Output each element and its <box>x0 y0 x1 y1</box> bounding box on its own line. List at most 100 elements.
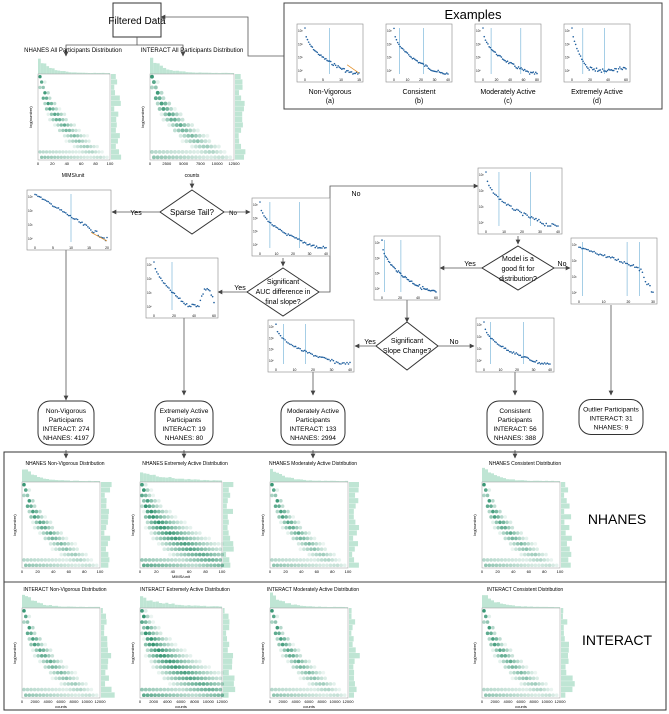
tick-label: 10 <box>69 246 73 250</box>
hex-cell <box>48 693 53 697</box>
hex-cell <box>45 563 49 568</box>
hex-cell <box>177 676 182 681</box>
marginal-bar <box>339 481 342 482</box>
marginal-bar <box>201 72 205 74</box>
data-point <box>522 356 524 358</box>
marginal-bar <box>209 480 213 482</box>
tick-label: 40 <box>65 161 70 166</box>
hex-cell <box>314 693 319 697</box>
data-point <box>188 305 191 307</box>
data-point <box>154 267 157 270</box>
hex-cell <box>173 117 177 122</box>
data-point <box>516 353 519 356</box>
hex-cell <box>173 687 178 692</box>
slope-yes-label: Yes <box>364 339 376 346</box>
hex-cell <box>190 693 195 698</box>
data-point <box>621 68 624 71</box>
marginal-bar <box>494 602 497 608</box>
hex-cell <box>512 693 516 697</box>
hex-cell <box>328 552 333 557</box>
hex-cell <box>43 515 48 519</box>
hex-cell <box>284 515 288 519</box>
data-point <box>278 228 280 230</box>
data-point <box>65 212 67 214</box>
marginal-bar <box>235 84 243 90</box>
hex-cell <box>182 155 187 160</box>
hex-cell <box>156 637 161 641</box>
hex-cell <box>85 155 90 159</box>
data-point <box>209 289 211 292</box>
hex-cell <box>53 155 57 159</box>
slope-change-decision: Significant Slope Change? <box>375 321 439 371</box>
hex-cell <box>160 509 165 514</box>
data-point <box>504 202 506 204</box>
marginal-bar <box>90 73 94 74</box>
hex-cell <box>150 85 154 90</box>
y-axis-label: log(number) <box>140 106 145 128</box>
hex-cell <box>173 547 178 552</box>
data-point <box>526 356 528 359</box>
hex-cell <box>78 687 83 692</box>
hex-cell <box>491 693 495 697</box>
hex-cell <box>311 682 315 686</box>
marginal-bar <box>193 605 197 608</box>
hex-cell <box>216 693 221 698</box>
marginal-bar <box>57 70 61 74</box>
marginal-bar <box>203 479 207 482</box>
hex-cell <box>173 525 178 530</box>
hex-cell <box>554 693 559 697</box>
hex-cell <box>82 687 87 692</box>
hex-cell <box>147 525 152 530</box>
marginal-bar <box>149 600 153 608</box>
marginal-bar <box>561 675 573 681</box>
hex-cell <box>25 558 30 562</box>
tick-label: 20 <box>495 569 500 574</box>
data-point <box>634 266 636 269</box>
hex-cell <box>512 542 516 546</box>
data-point <box>341 362 344 364</box>
data-point <box>259 201 261 203</box>
hex-cell <box>95 155 99 159</box>
hex-cell <box>489 687 493 692</box>
hex-cell <box>186 123 191 127</box>
hex-cell <box>188 687 193 692</box>
data-point <box>298 238 300 240</box>
marginal-bar <box>312 480 315 482</box>
data-point <box>533 73 536 75</box>
data-point <box>278 332 280 335</box>
marginal-bar <box>199 480 204 482</box>
hex-cell <box>45 531 49 535</box>
hex-cell <box>179 520 184 525</box>
marginal-bar <box>561 681 575 687</box>
hex-cell <box>44 107 49 111</box>
hex-cell <box>277 642 281 647</box>
marginal-bar <box>349 562 359 568</box>
marginal-bar <box>482 595 485 608</box>
data-point <box>577 50 579 52</box>
data-point <box>578 246 580 249</box>
hex-cell <box>282 693 287 697</box>
hex-cell <box>162 558 167 562</box>
data-point <box>588 69 590 71</box>
data-point <box>585 66 588 68</box>
hex-cell <box>168 693 172 698</box>
marginal-bar <box>165 477 169 482</box>
marginal-bar <box>58 606 61 608</box>
hex-cell <box>169 117 173 122</box>
hex-cell <box>314 552 319 557</box>
tick-label: 100 <box>557 569 564 574</box>
marginal-bar <box>491 600 494 608</box>
hex-cell <box>149 531 154 535</box>
hex-cell <box>325 693 329 697</box>
marginal-bar <box>321 606 324 608</box>
hex-cell <box>169 515 174 519</box>
data-point <box>331 358 333 361</box>
data-point <box>199 299 202 302</box>
hex-cell <box>507 665 511 669</box>
hex-cell <box>156 670 161 675</box>
hex-cell <box>492 631 497 636</box>
hex-cell <box>482 609 486 613</box>
hex-cell <box>57 547 62 551</box>
hex-cell <box>41 531 46 535</box>
marginal-bar <box>88 606 91 608</box>
